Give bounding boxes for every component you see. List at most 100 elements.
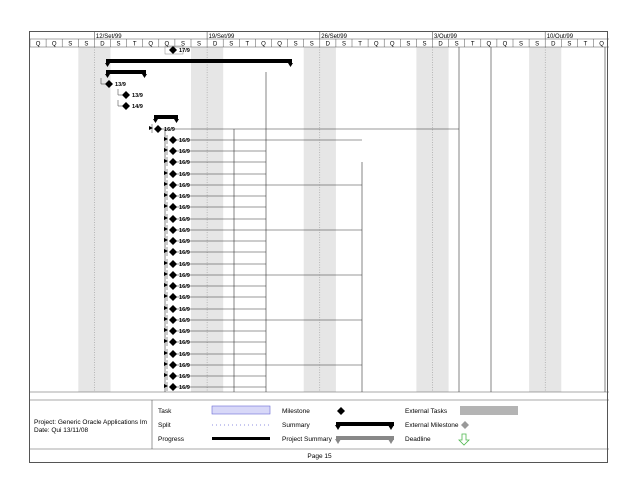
milestone-date-label: 16/9 bbox=[179, 284, 190, 290]
milestone-date-label: 16/9 bbox=[179, 363, 190, 369]
day-label: Q bbox=[374, 42, 379, 48]
week-label: 26/Set/99 bbox=[321, 34, 347, 40]
link-arrow bbox=[164, 148, 168, 152]
summary-end-cap bbox=[105, 63, 110, 67]
milestone-date-label: 16/9 bbox=[179, 239, 190, 245]
legend-milestone-label: Milestone bbox=[282, 408, 310, 415]
milestone-marker bbox=[169, 181, 177, 189]
milestone-marker bbox=[169, 215, 177, 223]
milestone-date-label: 16/9 bbox=[179, 318, 190, 324]
summary-end-cap bbox=[153, 119, 158, 123]
milestone-marker bbox=[169, 170, 177, 178]
link-arrow bbox=[164, 238, 168, 242]
day-label: S bbox=[310, 42, 314, 48]
milestone-date-label: 16/9 bbox=[164, 127, 175, 133]
day-label: D bbox=[100, 42, 105, 48]
link-arrow bbox=[164, 328, 168, 332]
legend-external-milestone-label: External Milestone bbox=[405, 422, 459, 429]
legend-project-summary-cap bbox=[335, 439, 341, 444]
milestone-date-label: 16/9 bbox=[179, 138, 190, 144]
legend-task-sample bbox=[211, 405, 271, 415]
link-arrow bbox=[164, 272, 168, 276]
print-date: Date: Qui 13/11/08 bbox=[34, 427, 89, 434]
milestone-date-label: 16/9 bbox=[179, 273, 190, 279]
link-arrow bbox=[164, 159, 168, 163]
legend-summary-label: Summary bbox=[282, 422, 310, 429]
milestone-marker bbox=[169, 293, 177, 301]
day-label: Q bbox=[148, 42, 153, 48]
link-arrow bbox=[164, 294, 168, 298]
milestone-marker bbox=[169, 271, 177, 279]
milestone-date-label: 16/9 bbox=[179, 374, 190, 380]
legend-external-tasks-label: External Tasks bbox=[405, 408, 448, 415]
milestone-marker bbox=[169, 237, 177, 245]
milestone-marker bbox=[169, 248, 177, 256]
day-label: S bbox=[197, 42, 201, 48]
day-label: S bbox=[181, 42, 185, 48]
day-label: D bbox=[551, 42, 556, 48]
day-label: S bbox=[422, 42, 426, 48]
day-label: S bbox=[117, 42, 121, 48]
milestone-marker bbox=[169, 316, 177, 324]
milestone-marker bbox=[122, 91, 130, 99]
day-label: Q bbox=[503, 42, 508, 48]
legend-summary-sample bbox=[336, 422, 394, 426]
week-label: 19/Set/99 bbox=[209, 34, 235, 40]
milestone-marker bbox=[169, 147, 177, 155]
milestone-marker bbox=[169, 361, 177, 369]
day-label: S bbox=[294, 42, 298, 48]
milestone-date-label: 14/9 bbox=[132, 104, 143, 110]
milestone-date-label: 16/9 bbox=[179, 217, 190, 223]
day-label: Q bbox=[487, 42, 492, 48]
link-arrow bbox=[164, 249, 168, 253]
link-arrow bbox=[164, 193, 168, 197]
link-arrow bbox=[149, 126, 153, 130]
day-label: S bbox=[567, 42, 571, 48]
milestone-date-label: 16/9 bbox=[179, 160, 190, 166]
legend-task-label: Task bbox=[158, 408, 172, 415]
milestone-date-label: 16/9 bbox=[179, 172, 190, 178]
milestone-marker bbox=[169, 46, 177, 54]
day-label: S bbox=[342, 42, 346, 48]
summary-end-cap bbox=[142, 74, 147, 78]
legend-summary-cap bbox=[388, 425, 394, 430]
bar-outline bbox=[164, 45, 184, 55]
link-arrow bbox=[164, 171, 168, 175]
link-arrow bbox=[164, 182, 168, 186]
legend-project-summary-sample bbox=[336, 436, 394, 440]
day-label: Q bbox=[261, 42, 266, 48]
summary-end-cap bbox=[288, 63, 293, 67]
legend-project-summary-label: Project Summary bbox=[282, 436, 332, 443]
summary-end-cap bbox=[105, 74, 110, 78]
milestone-date-label: 17/9 bbox=[179, 48, 190, 54]
milestone-date-label: 13/9 bbox=[132, 93, 143, 99]
day-label: Q bbox=[52, 42, 57, 48]
milestone-date-label: 16/9 bbox=[179, 250, 190, 256]
week-label: 3/Out/99 bbox=[434, 34, 458, 40]
milestone-marker bbox=[169, 260, 177, 268]
milestone-marker bbox=[169, 282, 177, 290]
link-arrow bbox=[164, 362, 168, 366]
day-label: S bbox=[84, 42, 88, 48]
milestone-date-label: 16/9 bbox=[179, 352, 190, 358]
link-arrow bbox=[164, 227, 168, 231]
milestone-marker bbox=[461, 421, 469, 429]
week-label: 10/Out/99 bbox=[547, 34, 574, 40]
day-label: T bbox=[584, 42, 588, 48]
legend-summary-cap bbox=[335, 425, 341, 430]
day-label: T bbox=[133, 42, 137, 48]
day-label: Q bbox=[36, 42, 41, 48]
legend-split-label: Split bbox=[158, 422, 171, 429]
milestone-marker bbox=[105, 80, 113, 88]
day-label: S bbox=[535, 42, 539, 48]
milestone-date-label: 16/9 bbox=[179, 295, 190, 301]
milestone-date-label: 16/9 bbox=[179, 205, 190, 211]
milestone-marker bbox=[122, 102, 130, 110]
day-label: S bbox=[68, 42, 72, 48]
day-label: Q bbox=[390, 42, 395, 48]
milestone-marker bbox=[169, 372, 177, 380]
milestone-date-label: 16/9 bbox=[179, 307, 190, 313]
day-label: Q bbox=[165, 42, 170, 48]
day-label: S bbox=[519, 42, 523, 48]
link-arrow bbox=[164, 384, 168, 388]
